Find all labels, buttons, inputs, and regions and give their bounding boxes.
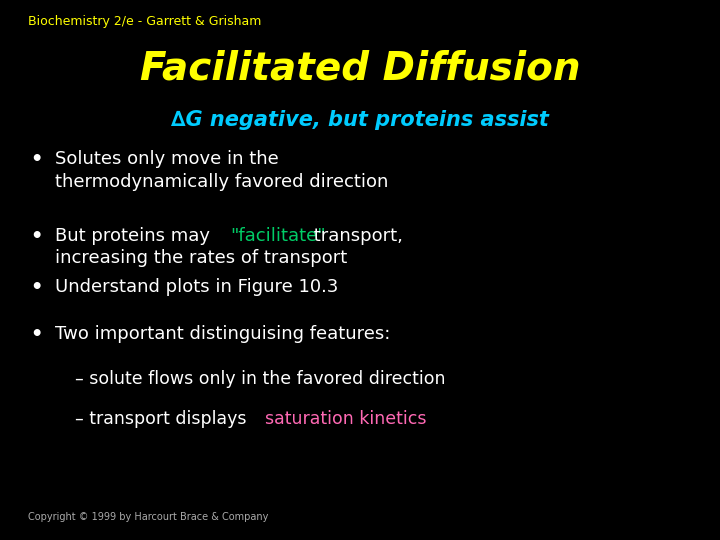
Text: saturation kinetics: saturation kinetics bbox=[265, 410, 426, 428]
Text: Solutes only move in the
thermodynamically favored direction: Solutes only move in the thermodynamical… bbox=[55, 150, 388, 191]
Text: •: • bbox=[30, 325, 42, 344]
Text: •: • bbox=[30, 278, 42, 297]
Text: transport,: transport, bbox=[308, 227, 403, 245]
Text: – transport displays: – transport displays bbox=[75, 410, 252, 428]
Text: Biochemistry 2/e - Garrett & Grisham: Biochemistry 2/e - Garrett & Grisham bbox=[28, 15, 261, 28]
Text: Understand plots in Figure 10.3: Understand plots in Figure 10.3 bbox=[55, 278, 338, 296]
Text: •: • bbox=[30, 227, 42, 246]
Text: Facilitated Diffusion: Facilitated Diffusion bbox=[140, 50, 580, 88]
Text: increasing the rates of transport: increasing the rates of transport bbox=[55, 249, 347, 267]
Text: ∆G negative, but proteins assist: ∆G negative, but proteins assist bbox=[171, 110, 549, 130]
Text: •: • bbox=[30, 150, 42, 169]
Text: Copyright © 1999 by Harcourt Brace & Company: Copyright © 1999 by Harcourt Brace & Com… bbox=[28, 512, 269, 522]
Text: "facilitate": "facilitate" bbox=[230, 227, 325, 245]
Text: Two important distinguising features:: Two important distinguising features: bbox=[55, 325, 390, 343]
Text: But proteins may: But proteins may bbox=[55, 227, 216, 245]
Text: – solute flows only in the favored direction: – solute flows only in the favored direc… bbox=[75, 370, 446, 388]
